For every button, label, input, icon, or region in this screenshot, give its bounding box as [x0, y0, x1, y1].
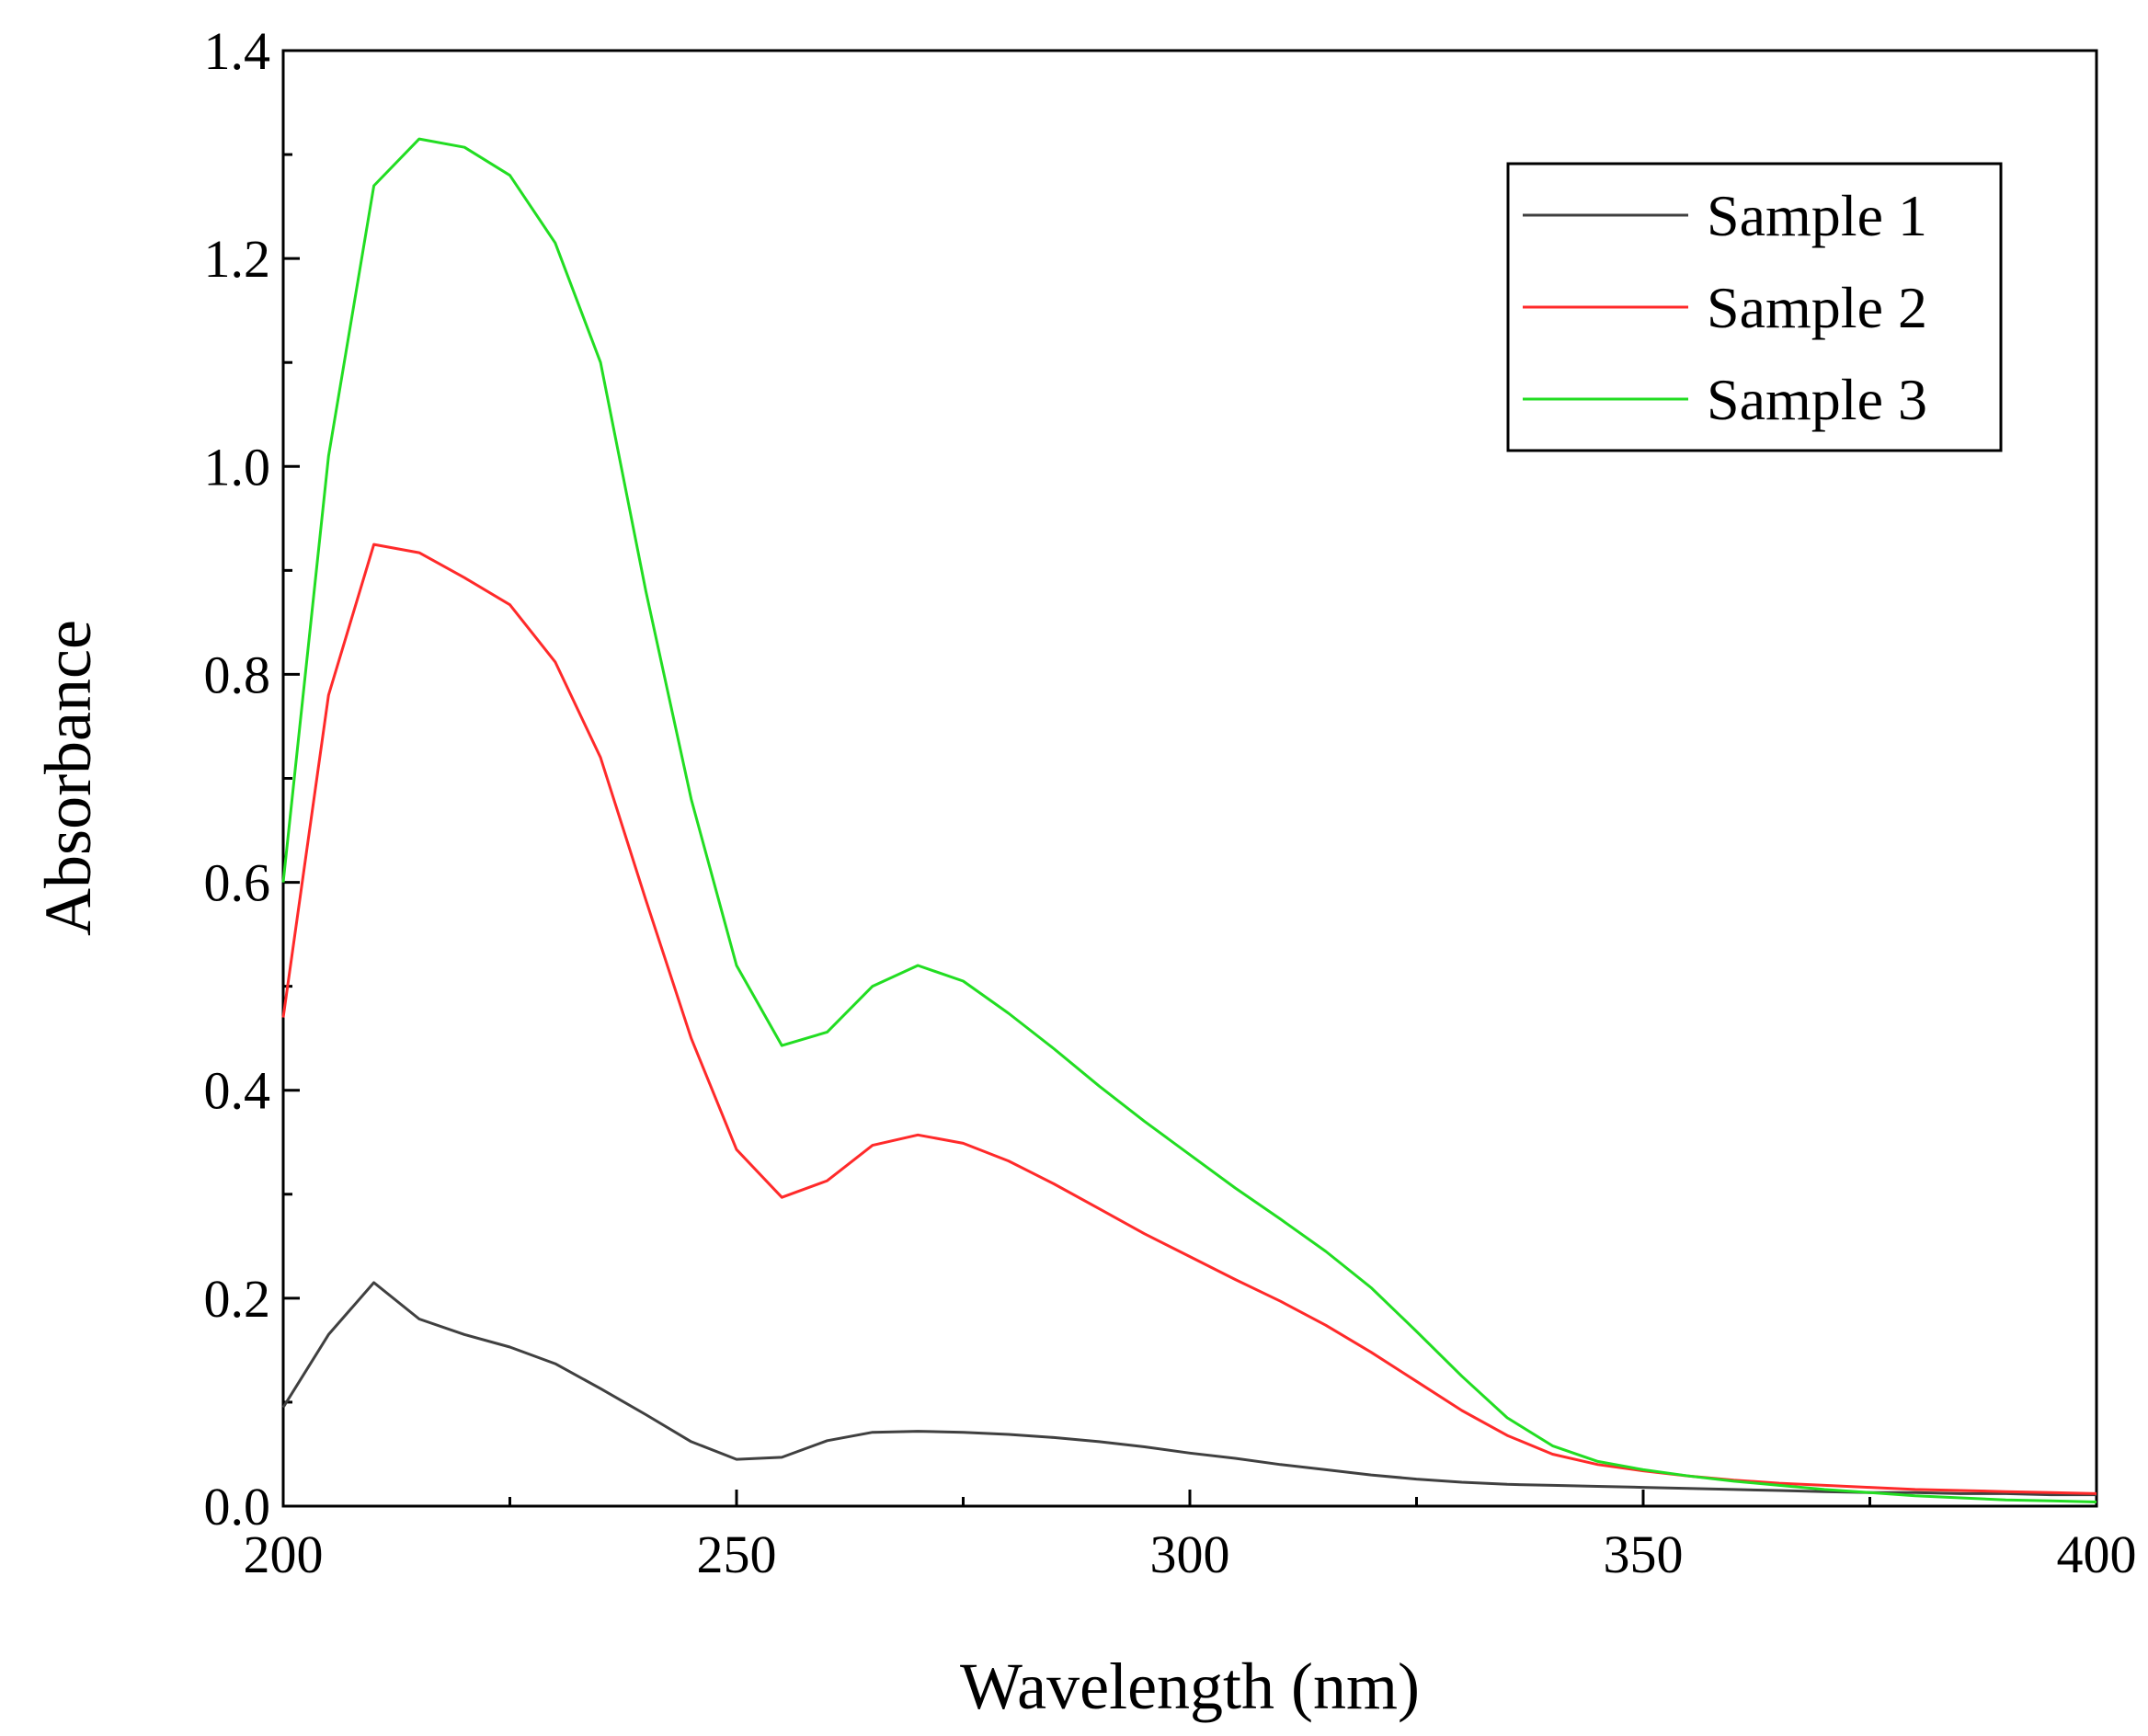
y-tick-label: 1.4	[204, 21, 271, 81]
x-axis-title: Wavelength (nm)	[960, 1650, 1420, 1723]
series-lines	[281, 137, 2097, 1503]
series-line-sample-2	[281, 542, 2097, 1495]
y-tick-label: 0.8	[204, 645, 271, 704]
y-axis-title: Absorbance	[31, 620, 105, 936]
x-tick-label: 250	[697, 1525, 777, 1584]
y-tick-label: 0.6	[204, 853, 271, 913]
x-tick-label: 300	[1150, 1525, 1230, 1584]
legend: Sample 1 Sample 2 Sample 3	[1506, 162, 2003, 452]
y-tick-label: 0.4	[204, 1061, 271, 1121]
y-tick-label: 0.0	[204, 1477, 271, 1536]
legend-label-sample-2: Sample 2	[1707, 275, 1927, 340]
y-tick-label: 1.2	[204, 229, 271, 289]
series-line-sample-1	[281, 1281, 2097, 1497]
y-tick-label: 0.2	[204, 1269, 271, 1329]
y-tick-label: 1.0	[204, 437, 271, 497]
x-tick-label: 350	[1604, 1525, 1684, 1584]
x-tick-label: 400	[2057, 1525, 2137, 1584]
x-axis-ticks: 200 250 300 350 400	[244, 1490, 2137, 1584]
x-tick-label: 200	[244, 1525, 324, 1584]
legend-label-sample-3: Sample 3	[1707, 367, 1927, 432]
legend-label-sample-1: Sample 1	[1707, 183, 1927, 248]
y-axis-ticks: 0.0 0.2 0.4 0.6 0.8 1.0 1.2 1.4	[204, 21, 300, 1536]
series-line-sample-3	[281, 137, 2097, 1503]
